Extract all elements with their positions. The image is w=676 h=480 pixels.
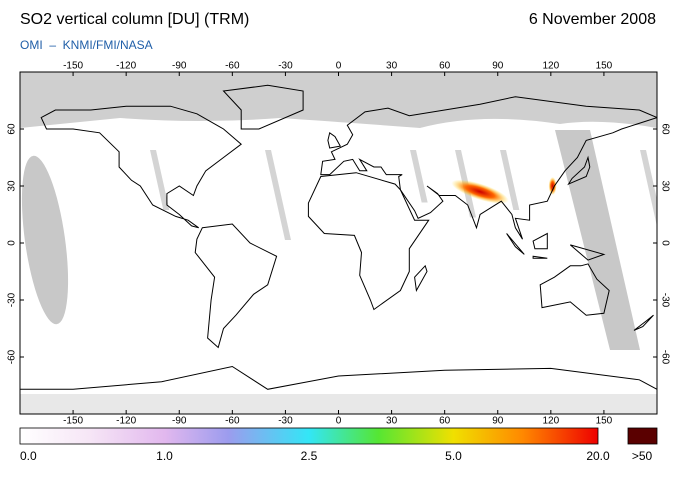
swath [500, 150, 520, 210]
coastline [307, 172, 430, 311]
swath [21, 155, 69, 325]
lon-tick-label-top: -30 [278, 61, 293, 72]
lon-tick-label-bottom: 90 [492, 416, 504, 427]
coastline [320, 96, 657, 240]
map-area [20, 72, 657, 414]
colorbar-label: 2.5 [301, 449, 318, 463]
coastline [506, 233, 525, 255]
lon-tick-label-bottom: 120 [542, 416, 559, 427]
coastline [414, 264, 428, 293]
swath [150, 150, 170, 210]
lat-tick-label-left: 30 [7, 180, 18, 192]
colorbar [19, 427, 599, 445]
lat-tick-label-right: 0 [659, 240, 670, 246]
lon-tick-label-top: 90 [492, 61, 504, 72]
date: 6 November 2008 [529, 11, 656, 28]
colorbar-label: 20.0 [586, 449, 610, 463]
colorbar-label: 5.0 [445, 449, 462, 463]
coastline [20, 365, 657, 390]
coastline [532, 232, 548, 250]
lon-tick-label-bottom: -150 [63, 416, 83, 427]
coastline [194, 223, 278, 349]
swath [640, 150, 657, 227]
lat-tick-label-right: 30 [659, 180, 670, 192]
subtitle: OMI – KNMI/FMI/NASA [20, 38, 153, 52]
so2-hotspot [451, 179, 509, 204]
polar-cap [20, 394, 657, 414]
coastline [40, 105, 242, 229]
lon-tick-label-bottom: 30 [386, 416, 398, 427]
lat-tick-label-right: 60 [659, 123, 670, 135]
polar-cap [20, 72, 657, 128]
lon-tick-label-top: -120 [116, 61, 136, 72]
coastline [567, 155, 591, 186]
lon-tick-label-top: 150 [596, 61, 613, 72]
swath [265, 150, 291, 240]
lon-tick-label-bottom: 150 [596, 416, 613, 427]
lon-tick-label-top: -150 [63, 61, 83, 72]
coastline [327, 131, 342, 149]
title: SO2 vertical column [DU] (TRM) [20, 11, 249, 28]
lon-tick-label-top: 30 [386, 61, 398, 72]
lon-tick-label-top: -90 [172, 61, 187, 72]
lon-tick-label-top: 0 [336, 61, 342, 72]
lon-tick-label-top: 120 [542, 61, 559, 72]
lon-tick-label-bottom: 0 [336, 416, 342, 427]
coastline [633, 314, 654, 331]
lat-tick-label-left: -60 [7, 349, 18, 364]
colorbar-over-label: >50 [632, 449, 653, 463]
coastline [569, 244, 606, 261]
coastline [532, 255, 548, 259]
lon-tick-label-top: 60 [439, 61, 451, 72]
so2-hotspot [548, 177, 557, 195]
coastline [222, 84, 304, 130]
lon-tick-label-bottom: -90 [172, 416, 187, 427]
colorbar-label: 0.0 [20, 449, 37, 463]
lat-tick-label-left: 0 [7, 240, 18, 246]
colorbar-over [627, 427, 658, 445]
lat-tick-label-left: -30 [7, 292, 18, 307]
lon-tick-label-bottom: -60 [225, 416, 240, 427]
lat-tick-label-left: 60 [7, 123, 18, 135]
coastline [539, 263, 610, 316]
swath [410, 150, 428, 203]
lon-tick-label-bottom: 60 [439, 416, 451, 427]
lon-tick-label-bottom: -30 [278, 416, 293, 427]
colorbar-label: 1.0 [156, 449, 173, 463]
lon-tick-label-bottom: -120 [116, 416, 136, 427]
lon-tick-label-top: -60 [225, 61, 240, 72]
lat-tick-label-right: -60 [659, 350, 670, 365]
lat-tick-label-right: -30 [659, 293, 670, 308]
swath [555, 130, 640, 350]
